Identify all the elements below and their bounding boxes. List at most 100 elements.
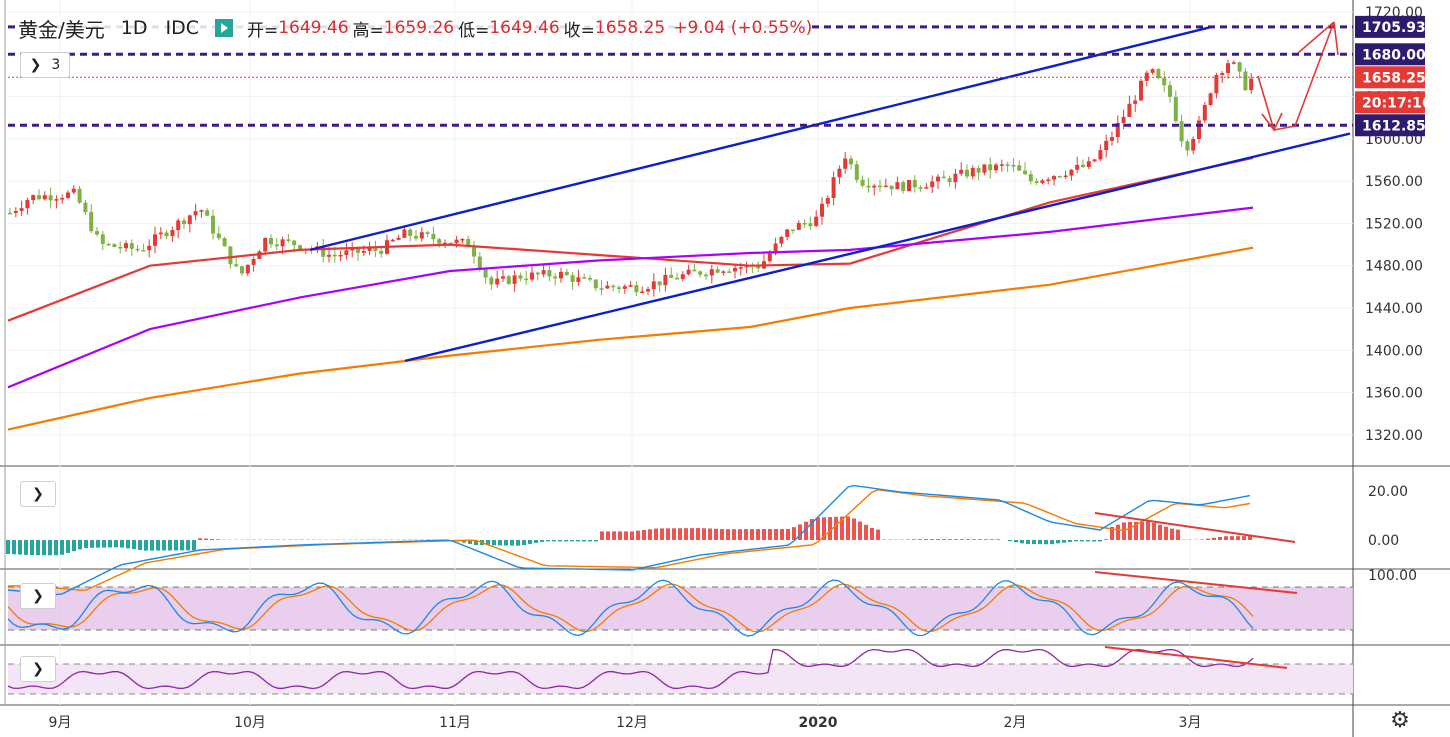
candle-body bbox=[738, 267, 743, 269]
candle bbox=[83, 199, 88, 216]
candle-body bbox=[930, 181, 935, 188]
macd-histogram-bar bbox=[1110, 526, 1114, 540]
candle-body bbox=[756, 266, 761, 269]
candle-body bbox=[483, 269, 488, 278]
candle bbox=[176, 218, 181, 239]
stoch-k-line bbox=[7, 579, 1254, 637]
candle-body bbox=[443, 242, 447, 245]
candle-body bbox=[1110, 137, 1114, 141]
macd-histogram-bar bbox=[210, 538, 214, 540]
candle-body bbox=[663, 274, 668, 286]
candle bbox=[1046, 177, 1051, 185]
candle bbox=[425, 230, 430, 237]
candle bbox=[245, 264, 250, 277]
candle-body bbox=[1034, 181, 1039, 183]
candle-body bbox=[361, 250, 366, 253]
candle bbox=[472, 241, 476, 264]
candle bbox=[344, 242, 349, 260]
candle bbox=[686, 264, 691, 276]
candle-body bbox=[48, 195, 53, 201]
macd-histogram-bar bbox=[666, 528, 670, 540]
candle-body bbox=[622, 286, 627, 289]
candle-body bbox=[721, 271, 726, 273]
candle-body bbox=[1098, 150, 1103, 160]
macd-histogram-bar bbox=[840, 516, 844, 540]
candle-body bbox=[274, 244, 279, 247]
time-tick-label: 9月 bbox=[49, 715, 72, 731]
macd-histogram-bar bbox=[696, 528, 700, 540]
macd-histogram-bar bbox=[1230, 536, 1234, 540]
candle-body bbox=[234, 264, 239, 267]
candle bbox=[506, 274, 511, 285]
macd-histogram-bar bbox=[114, 540, 118, 548]
macd-histogram-bar bbox=[540, 540, 544, 542]
candle-body bbox=[605, 285, 610, 289]
flag-icon[interactable] bbox=[214, 19, 233, 37]
macd-histogram-bar bbox=[1200, 539, 1204, 540]
candle bbox=[1185, 139, 1190, 156]
candle-body bbox=[396, 237, 401, 240]
candle-body bbox=[901, 182, 906, 192]
candle-body bbox=[8, 212, 12, 215]
macd-histogram-bar bbox=[1116, 524, 1120, 540]
candle bbox=[1197, 115, 1201, 144]
candle bbox=[1069, 169, 1074, 181]
macd-histogram-bar bbox=[24, 540, 28, 555]
macd-histogram-bar bbox=[48, 540, 52, 556]
candle-body bbox=[588, 277, 592, 280]
gear-icon[interactable]: ⚙ bbox=[1390, 708, 1410, 733]
candle bbox=[158, 227, 163, 240]
candle-body bbox=[83, 202, 88, 213]
candle bbox=[448, 242, 453, 245]
candle bbox=[1220, 71, 1225, 84]
candle-body bbox=[506, 276, 511, 284]
rsi-pane-toggle-button[interactable]: ❯ bbox=[20, 656, 56, 682]
candle-body bbox=[1191, 138, 1196, 151]
macd-pane-toggle-button[interactable]: ❯ bbox=[20, 481, 56, 507]
candle bbox=[860, 175, 865, 188]
candle-body bbox=[193, 211, 198, 216]
macd-histogram-bar bbox=[930, 539, 934, 540]
candle-body bbox=[512, 275, 517, 284]
macd-histogram-bar bbox=[996, 539, 1000, 540]
macd-histogram-bar bbox=[198, 538, 202, 540]
candle-body bbox=[1023, 170, 1027, 175]
timeframe-label[interactable]: 1D bbox=[120, 17, 148, 39]
candle-body bbox=[1086, 161, 1091, 167]
candle bbox=[802, 219, 807, 228]
candle bbox=[791, 229, 795, 234]
candle-body bbox=[976, 168, 981, 173]
candle-body bbox=[779, 236, 784, 244]
candle bbox=[54, 195, 59, 209]
macd-histogram-bar bbox=[594, 540, 598, 542]
macd-histogram-bar bbox=[552, 540, 556, 542]
macd-histogram-bar bbox=[576, 540, 580, 542]
candle-body bbox=[1127, 103, 1132, 117]
macd-histogram-bar bbox=[768, 529, 772, 540]
candle-body bbox=[854, 164, 859, 180]
indicators-toggle-button[interactable]: ❯ 3 bbox=[20, 52, 70, 78]
candle bbox=[263, 237, 268, 255]
candle-body bbox=[796, 223, 801, 230]
macd-histogram-bar bbox=[504, 540, 508, 546]
macd-histogram-bar bbox=[954, 539, 958, 540]
candle bbox=[727, 268, 732, 273]
candle-body bbox=[135, 248, 140, 251]
macd-histogram-bar bbox=[1044, 540, 1048, 545]
stoch-pane-toggle-button[interactable]: ❯ bbox=[20, 583, 56, 609]
candle bbox=[756, 261, 761, 273]
macd-histogram-bar bbox=[948, 539, 952, 540]
candle bbox=[1231, 60, 1236, 65]
macd-histogram-bar bbox=[990, 539, 994, 540]
macd-histogram-bar bbox=[780, 528, 784, 540]
candle-body bbox=[1017, 165, 1022, 171]
candle-body bbox=[982, 164, 987, 173]
price-label-box bbox=[1355, 66, 1425, 89]
candle-body bbox=[576, 277, 581, 282]
price-label-box bbox=[1355, 91, 1425, 114]
macd-histogram-bar bbox=[966, 539, 970, 540]
candle bbox=[530, 266, 534, 282]
macd-histogram-bar bbox=[864, 524, 868, 540]
candle-body bbox=[182, 220, 186, 225]
